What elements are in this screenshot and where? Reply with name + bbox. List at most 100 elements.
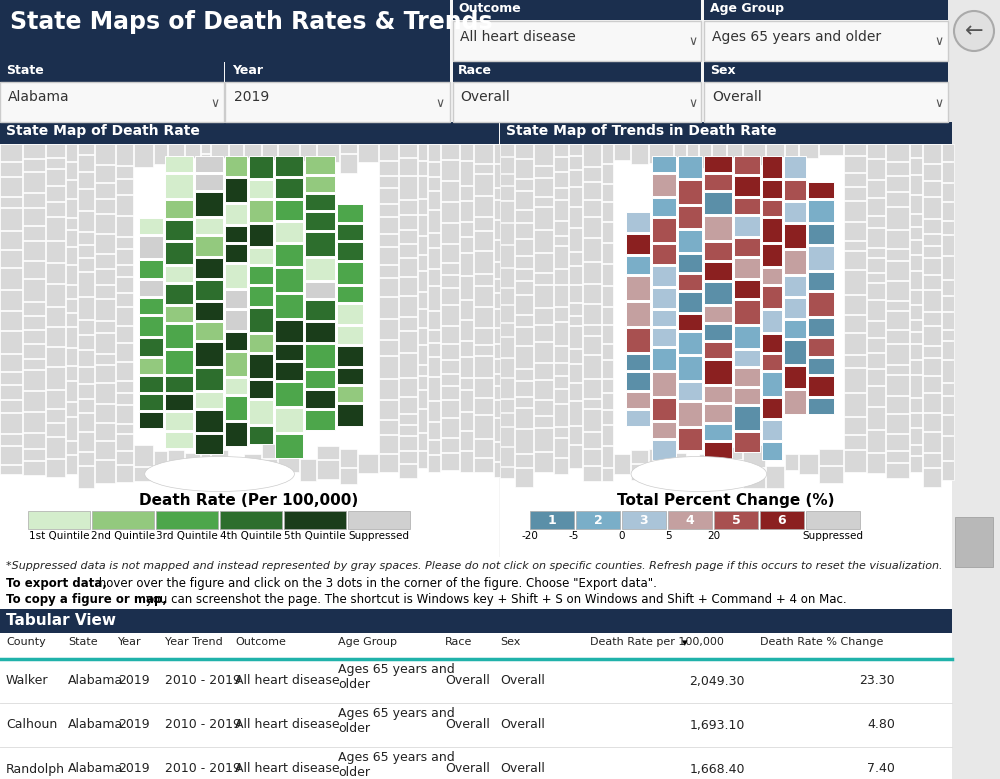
Bar — [337, 386, 363, 402]
Bar — [249, 156, 273, 178]
Bar — [784, 202, 806, 222]
Text: 7.40: 7.40 — [867, 763, 895, 776]
Bar — [195, 280, 223, 300]
Bar — [418, 328, 427, 344]
Bar — [441, 326, 459, 343]
Bar — [923, 468, 941, 487]
Bar — [225, 156, 247, 176]
Bar — [515, 454, 533, 467]
Bar — [165, 306, 193, 322]
Bar — [583, 379, 601, 398]
Bar — [910, 158, 922, 174]
Bar — [808, 200, 834, 222]
Bar — [428, 422, 440, 439]
Bar — [910, 344, 922, 359]
Bar — [165, 376, 193, 392]
Bar — [66, 327, 77, 347]
Bar — [569, 266, 582, 284]
Bar — [494, 188, 514, 199]
Bar — [500, 201, 514, 222]
Bar — [249, 286, 273, 306]
Bar — [305, 410, 335, 430]
Bar — [46, 263, 65, 283]
Bar — [116, 179, 133, 194]
Bar — [534, 197, 553, 206]
Bar — [275, 344, 303, 360]
Bar — [704, 62, 948, 82]
Bar — [201, 144, 210, 153]
Bar — [652, 398, 676, 420]
Bar — [762, 334, 782, 352]
Bar — [704, 156, 732, 172]
Bar — [942, 461, 954, 480]
Bar — [305, 322, 335, 342]
Bar — [399, 414, 417, 424]
Bar — [743, 468, 765, 488]
Bar — [554, 285, 568, 306]
Bar — [515, 223, 533, 238]
Bar — [808, 292, 834, 316]
Bar — [942, 235, 954, 255]
Bar — [168, 468, 184, 485]
Text: State Maps of Death Rates & Trends: State Maps of Death Rates & Trends — [10, 10, 493, 34]
Bar — [910, 398, 922, 412]
Bar — [494, 344, 514, 358]
Bar — [652, 372, 676, 396]
Bar — [0, 400, 22, 412]
Bar — [569, 349, 582, 363]
Bar — [418, 309, 427, 327]
Text: ∨: ∨ — [688, 97, 698, 110]
Bar — [418, 365, 427, 375]
Text: County: County — [6, 637, 46, 647]
Ellipse shape — [145, 456, 294, 492]
Bar — [66, 247, 77, 264]
Bar — [379, 217, 398, 233]
Bar — [886, 162, 909, 175]
Bar — [78, 258, 94, 271]
Text: State: State — [68, 637, 98, 647]
Bar — [116, 343, 133, 361]
Bar — [534, 400, 553, 415]
Bar — [515, 408, 533, 428]
Bar — [168, 144, 184, 159]
Bar — [494, 240, 514, 261]
Text: Calhoun: Calhoun — [6, 718, 57, 731]
Bar — [95, 354, 115, 364]
Bar — [244, 144, 261, 158]
Bar — [441, 202, 459, 222]
Bar — [139, 394, 163, 410]
Text: 1,693.10: 1,693.10 — [690, 718, 745, 731]
Bar — [948, 0, 1000, 62]
Bar — [428, 177, 440, 190]
Text: Age Group: Age Group — [710, 2, 784, 15]
Bar — [652, 422, 676, 438]
Bar — [441, 144, 459, 159]
Bar — [534, 325, 553, 341]
Bar — [225, 378, 247, 394]
Bar — [494, 328, 514, 343]
Bar — [0, 311, 22, 330]
Bar — [78, 367, 94, 383]
Bar — [195, 392, 223, 408]
Bar — [78, 211, 94, 231]
Bar — [262, 144, 277, 160]
Bar — [762, 286, 782, 308]
Bar — [78, 320, 94, 334]
Bar — [734, 326, 760, 348]
Bar — [762, 244, 782, 266]
Bar — [712, 465, 726, 483]
Bar — [583, 304, 601, 324]
Bar — [185, 453, 200, 470]
Text: -20: -20 — [522, 531, 538, 541]
Bar — [474, 415, 493, 438]
Bar — [262, 459, 277, 475]
Bar — [460, 237, 473, 252]
Bar — [474, 356, 493, 377]
Bar — [727, 144, 742, 158]
Bar — [340, 144, 357, 153]
Text: Alabama: Alabama — [68, 718, 123, 731]
Bar — [500, 144, 952, 489]
Text: Suppressed: Suppressed — [349, 531, 410, 541]
Bar — [500, 427, 514, 446]
Bar — [305, 390, 335, 408]
